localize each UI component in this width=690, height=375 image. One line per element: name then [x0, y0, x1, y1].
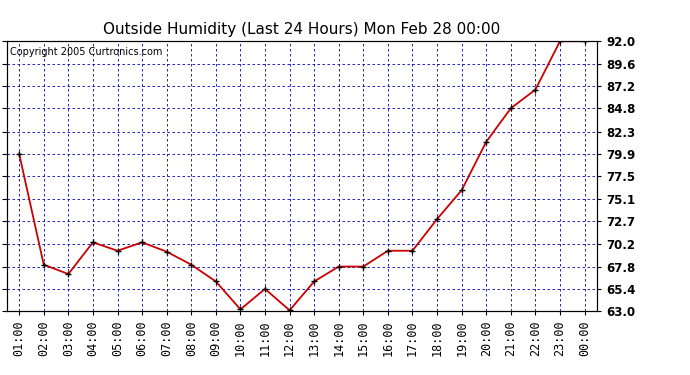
Title: Outside Humidity (Last 24 Hours) Mon Feb 28 00:00: Outside Humidity (Last 24 Hours) Mon Feb… — [104, 22, 500, 37]
Text: Copyright 2005 Curtronics.com: Copyright 2005 Curtronics.com — [10, 46, 162, 57]
